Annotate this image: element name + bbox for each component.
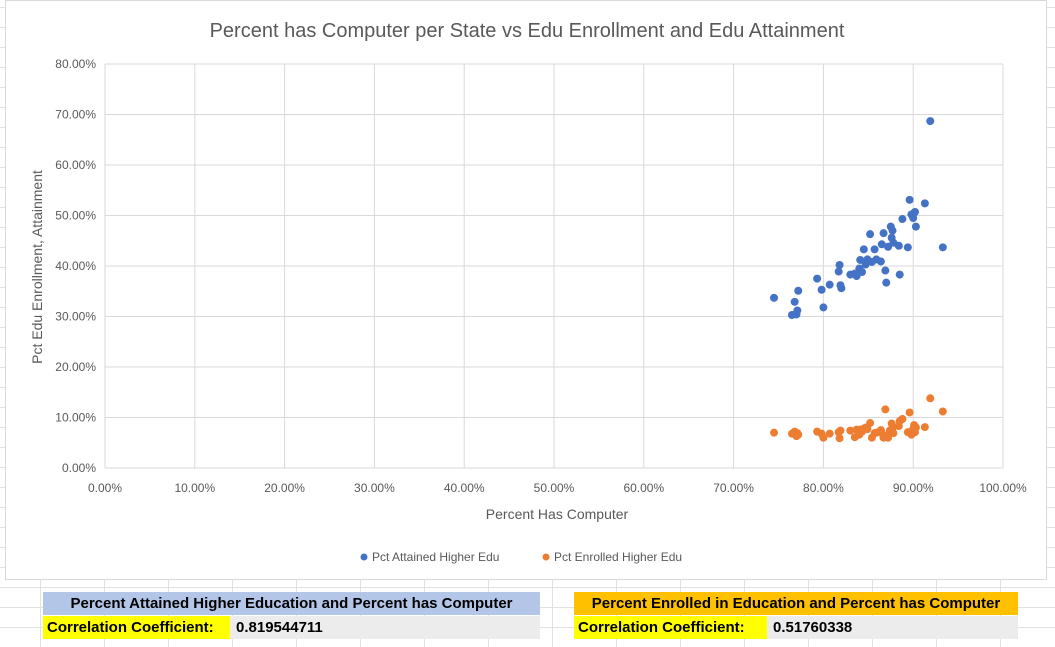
enrolled-point <box>835 434 844 443</box>
attained-point <box>793 306 802 315</box>
corr-label-enrolled: Correlation Coefficient: <box>574 616 767 639</box>
attained-point <box>825 280 834 289</box>
attained-point <box>819 303 828 312</box>
y-tick-label: 60.00% <box>55 158 96 172</box>
y-tick-label: 10.00% <box>55 411 96 425</box>
attained-point <box>926 117 935 126</box>
x-tick-label: 80.00% <box>803 481 844 495</box>
enrolled-point <box>770 428 779 437</box>
attained-point <box>881 266 890 275</box>
x-tick-label: 30.00% <box>354 481 395 495</box>
attained-point <box>834 267 843 276</box>
data-points <box>770 117 947 443</box>
y-tick-label: 30.00% <box>55 310 96 324</box>
attained-point <box>877 240 886 249</box>
legend-label: Pct Enrolled Higher Edu <box>554 550 682 564</box>
attained-point <box>859 245 868 254</box>
attained-point <box>837 284 846 293</box>
enrolled-point <box>881 405 890 414</box>
attained-point <box>866 230 875 239</box>
x-tick-label: 90.00% <box>893 481 934 495</box>
attained-point <box>879 229 888 238</box>
y-axis-title: Pct Edu Enrollment, Attainment <box>29 170 45 364</box>
enrolled-point <box>846 426 855 435</box>
corr-label-attained: Correlation Coefficient: <box>43 616 230 639</box>
chart-title: Percent has Computer per State vs Edu En… <box>210 20 845 42</box>
y-tick-label: 80.00% <box>55 57 96 71</box>
attained-point <box>894 241 903 250</box>
legend: Pct Attained Higher Edu Pct Enrolled High… <box>360 550 682 564</box>
attained-point <box>813 274 822 283</box>
corr-header-enrolled: Percent Enrolled in Education and Percen… <box>574 592 1018 615</box>
x-tick-label: 100.00% <box>979 481 1027 495</box>
enrolled-point <box>898 415 907 424</box>
enrolled-point <box>794 430 803 439</box>
attained-point <box>770 293 779 302</box>
attained-point <box>905 195 914 204</box>
legend-marker <box>542 553 550 561</box>
x-tick-label: 60.00% <box>623 481 664 495</box>
y-tick-label: 0.00% <box>62 461 96 475</box>
attained-point <box>794 286 803 295</box>
x-tick-label: 20.00% <box>264 481 305 495</box>
attained-point <box>882 278 891 287</box>
attained-point <box>911 222 920 231</box>
legend-marker <box>360 553 368 561</box>
y-tick-label: 70.00% <box>55 108 96 122</box>
enrolled-point <box>884 433 893 442</box>
attained-point <box>920 199 929 208</box>
attained-point <box>903 243 912 252</box>
y-tick-label: 50.00% <box>55 209 96 223</box>
enrolled-point <box>905 408 914 417</box>
enrolled-point <box>866 419 875 428</box>
enrolled-point <box>938 407 947 416</box>
x-axis-title: Percent Has Computer <box>486 506 629 522</box>
attained-point <box>876 257 885 266</box>
x-tick-label: 10.00% <box>174 481 215 495</box>
enrolled-point <box>836 426 845 435</box>
x-tick-label: 0.00% <box>88 481 122 495</box>
attained-point <box>835 260 844 269</box>
gridlines <box>104 63 1004 469</box>
corr-value-enrolled: 0.51760338 <box>767 616 1018 639</box>
attained-point <box>856 255 865 264</box>
corr-value-attained: 0.819544711 <box>230 616 540 639</box>
y-tick-label: 20.00% <box>55 360 96 374</box>
enrolled-point <box>889 429 898 438</box>
attained-point <box>895 270 904 279</box>
attained-point <box>790 297 799 306</box>
y-tick-label: 40.00% <box>55 259 96 273</box>
enrolled-point <box>825 429 834 438</box>
attained-point <box>910 207 919 216</box>
enrolled-point <box>911 423 920 432</box>
enrolled-point <box>863 425 872 434</box>
x-tick-label: 40.00% <box>444 481 485 495</box>
attained-point <box>817 285 826 294</box>
enrolled-point <box>819 433 828 442</box>
attained-point <box>898 215 907 224</box>
axis-ticks: 0.00% 10.00% 20.00% 30.00% 40.00% 50.00% 60.00… <box>55 57 1027 495</box>
legend-label: Pct Attained Higher Edu <box>372 550 499 564</box>
enrolled-point <box>926 394 935 403</box>
attained-point <box>858 268 867 277</box>
attained-point <box>870 245 879 254</box>
attained-point <box>938 243 947 252</box>
chart-area[interactable]: Percent has Computer per State vs Edu En… <box>5 0 1047 580</box>
scatter-chart: Percent has Computer per State vs Edu En… <box>29 20 1027 564</box>
attained-point <box>888 226 897 235</box>
x-tick-label: 50.00% <box>534 481 575 495</box>
corr-header-attained: Percent Attained Higher Education and Pe… <box>43 592 540 615</box>
x-tick-label: 70.00% <box>713 481 754 495</box>
enrolled-point <box>920 423 929 432</box>
